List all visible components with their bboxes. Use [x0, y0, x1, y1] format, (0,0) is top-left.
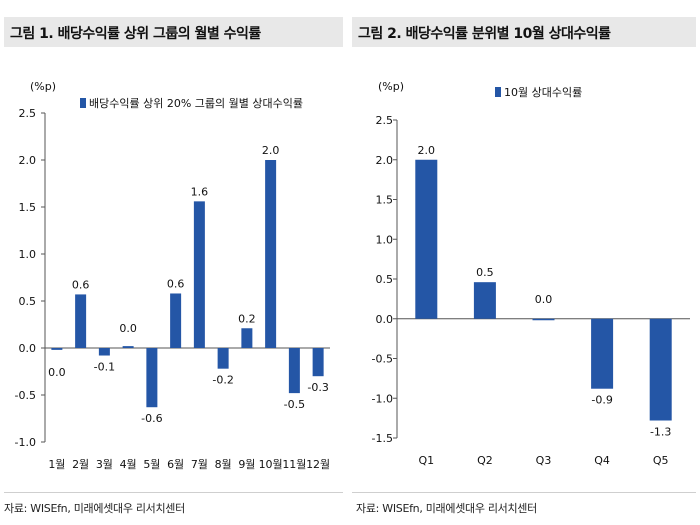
chart-1-data-label: -0.1 — [94, 361, 115, 374]
figure-2-title: 그림 2. 배당수익률 분위별 10월 상대수익률 — [358, 26, 611, 42]
chart-1-bar — [241, 328, 253, 348]
chart-1-category-label: 11월 — [282, 458, 306, 471]
chart-1-bar — [288, 348, 300, 394]
chart-2-y-tick-label: -0.5 — [372, 353, 393, 366]
chart-1-data-label: 2.0 — [262, 144, 280, 157]
figure-1-title-bar: 그림 1. 배당수익률 상위 그룹의 월별 수익률 — [4, 17, 343, 47]
chart-2-category-label: Q1 — [418, 454, 434, 467]
chart-2-y-tick-label: 1.0 — [376, 233, 394, 246]
chart-1-data-label: 1.6 — [191, 185, 209, 198]
chart-1-category-label: 6월 — [167, 458, 184, 471]
chart-1-y-tick-label: -0.5 — [15, 389, 36, 402]
chart-1-category-label: 1월 — [48, 458, 65, 471]
chart-2-category-label: Q4 — [594, 454, 610, 467]
chart-2-bar — [532, 318, 555, 321]
chart-1-category-label: 2월 — [72, 458, 89, 471]
chart-1-bar — [51, 348, 63, 350]
chart-1-category-label: 9월 — [238, 458, 255, 471]
chart-2-data-label: 0.0 — [535, 293, 553, 306]
chart-2-unit: (%p) — [378, 80, 404, 93]
chart-1-category-label: 5월 — [143, 458, 160, 471]
chart-1-y-tick-label: -1.0 — [15, 436, 36, 449]
chart-2-y-tick-label: -1.0 — [372, 392, 393, 405]
chart-2-bar — [591, 318, 614, 389]
chart-1-data-label: 0.6 — [72, 278, 90, 291]
chart-1-y-tick-label: 2.0 — [19, 154, 37, 167]
figure-2-source: 자료: WISEfn, 미래에셋대우 리서치센터 — [356, 502, 537, 515]
chart-1-y-tick-label: 1.5 — [19, 201, 37, 214]
chart-1-bar — [312, 348, 324, 377]
source-divider-right — [352, 492, 696, 493]
chart-1-bar — [217, 348, 229, 369]
chart-2-category-label: Q5 — [653, 454, 669, 467]
chart-1-data-label: -0.3 — [307, 381, 328, 394]
chart-2-category-label: Q2 — [477, 454, 493, 467]
chart-2-data-label: -0.9 — [591, 394, 612, 407]
chart-1-bar — [146, 348, 158, 408]
chart-1-category-label: 3월 — [96, 458, 113, 471]
figure-1-source: 자료: WISEfn, 미래에셋대우 리서치센터 — [4, 502, 185, 515]
chart-1-y-tick-label: 2.5 — [19, 107, 37, 120]
chart-1-data-label: -0.5 — [284, 398, 305, 411]
chart-2-legend-label: 10월 상대수익률 — [504, 86, 582, 99]
chart-1-data-label: 0.0 — [119, 322, 137, 335]
chart-1-category-label: 7월 — [191, 458, 208, 471]
chart-1-data-label: 0.2 — [238, 312, 256, 325]
chart-1-y-tick-label: 0.0 — [19, 342, 37, 355]
chart-2-y-tick-label: 0.0 — [376, 313, 394, 326]
chart-2-category-label: Q3 — [536, 454, 552, 467]
chart-1-category-label: 12월 — [306, 458, 330, 471]
chart-1-category-label: 4월 — [120, 458, 137, 471]
source-divider-left — [4, 492, 343, 493]
chart-1-category-label: 10월 — [259, 458, 283, 471]
figure-1-title: 그림 1. 배당수익률 상위 그룹의 월별 수익률 — [10, 26, 261, 42]
chart-1-y-tick-label: 0.5 — [19, 295, 37, 308]
chart-1-bar — [75, 294, 87, 348]
chart-1-bar — [122, 346, 134, 348]
chart-1-y-tick-label: 1.0 — [19, 248, 37, 261]
chart-2-data-label: 0.5 — [476, 266, 494, 279]
chart-1: (%p) 배당수익률 상위 20% 그룹의 월별 상대수익률 2.5 2.0 1.5… — [15, 80, 331, 471]
chart-2-bar — [473, 282, 496, 319]
chart-1-legend-swatch — [80, 98, 86, 108]
chart-2-data-label: -1.3 — [650, 426, 671, 439]
chart-1-bar — [98, 348, 110, 356]
chart-2-y-tick-label: -1.5 — [372, 432, 393, 445]
chart-2-legend-swatch — [495, 87, 501, 97]
chart-1-data-label: -0.2 — [212, 374, 233, 387]
chart-1-unit: (%p) — [30, 80, 56, 93]
chart-2: (%p) 10월 상대수익률 2.5 2.0 1.5 1.0 0.5 0.0 -0.5 -1.… — [372, 80, 690, 467]
chart-2-bar — [649, 318, 672, 421]
chart-1-data-label: 0.6 — [167, 277, 185, 290]
chart-1-bar — [193, 201, 205, 348]
figure-2-title-bar: 그림 2. 배당수익률 분위별 10월 상대수익률 — [352, 17, 696, 47]
chart-1-legend-label: 배당수익률 상위 20% 그룹의 월별 상대수익률 — [89, 97, 303, 110]
chart-1-data-label: -0.6 — [141, 412, 162, 425]
chart-1-bar — [265, 160, 277, 348]
chart-2-y-tick-label: 2.0 — [376, 154, 394, 167]
chart-2-data-label: 2.0 — [418, 144, 436, 157]
chart-1-category-label: 8월 — [215, 458, 232, 471]
chart-2-y-tick-label: 1.5 — [376, 194, 394, 207]
chart-2-y-tick-label: 2.5 — [376, 114, 394, 127]
chart-1-bar — [170, 293, 182, 348]
chart-1-data-label: 0.0 — [48, 366, 66, 379]
chart-2-y-tick-label: 0.5 — [376, 273, 394, 286]
chart-2-bar — [415, 159, 438, 319]
